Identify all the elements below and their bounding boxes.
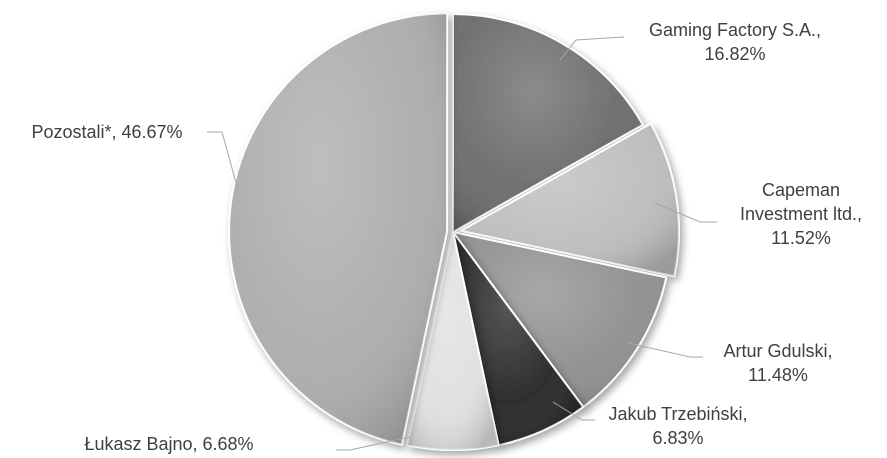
pie-slice-sheen [453,232,667,407]
pie-slice-group [228,12,449,446]
pie-slice-sheen [407,232,499,450]
pie-slice-group [406,231,500,451]
slice-label-line: Artur Gdulski, [723,341,832,361]
pie-slice-sheen [453,14,643,232]
pie-slice-sheen [460,123,679,277]
slice-label: Artur Gdulski, 11.48% [723,341,832,385]
pie-slice-group [450,230,668,409]
slice-label-line: Gaming Factory S.A., [649,20,821,40]
pie-slices [228,12,680,451]
slice-label-line: Łukasz Bajno, 6.68% [84,434,253,454]
slice-label-line: Pozostali*, 46.67% [31,122,182,142]
slice-label: Łukasz Bajno, 6.68% [84,434,253,454]
slice-label: Gaming Factory S.A., 16.82% [649,20,821,64]
slice-label: Pozostali*, 46.67% [31,122,182,142]
leader-line [559,36,625,61]
leader-line [552,401,595,421]
pie-labels: Gaming Factory S.A., 16.82% Capeman Investm… [31,20,862,454]
slice-label-line: Capeman [762,180,840,200]
pie-slice-sheen [229,13,448,445]
slice-label-line: Jakub Trzebiński, [608,404,747,424]
leader-line [336,436,411,451]
pie-slice-sheen [453,232,584,446]
slice-label-line: 6.83% [652,428,703,448]
slice-label-line: Investment ltd., [740,204,862,224]
leader-line [654,202,717,223]
slice-label: Jakub Trzebiński, 6.83% [608,404,747,448]
leader-line [627,342,703,358]
slice-label: Capeman Investment ltd., 11.52% [740,180,862,248]
slice-label-line: 16.82% [704,44,765,64]
slice-label-line: 11.52% [771,228,831,248]
pie-slice-group [458,122,680,278]
leader-line [207,131,239,191]
slice-label-line: 11.48% [748,365,808,385]
pie-slice-group [452,12,645,234]
